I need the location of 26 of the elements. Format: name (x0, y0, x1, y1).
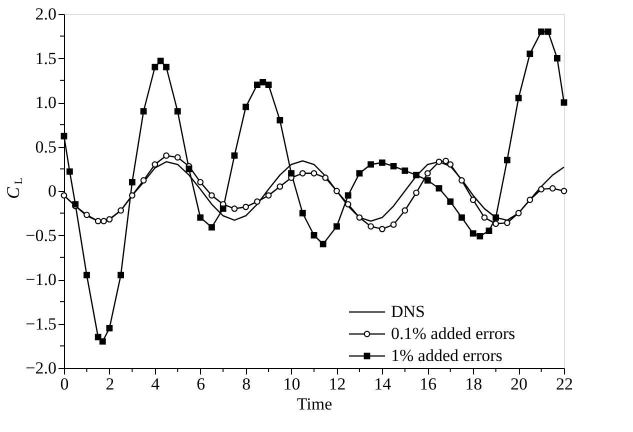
y-tick-label: −0.5 (26, 226, 56, 245)
x-tick-label: 10 (283, 374, 300, 394)
x-axis-title: Time (296, 394, 332, 414)
y-tick-label: −1.5 (26, 314, 56, 334)
y-tick-label: 0 (48, 182, 56, 200)
x-tick-label: 4 (151, 374, 160, 394)
x-tick-label: 14 (374, 374, 392, 394)
y-tick-label: 1.5 (35, 48, 56, 68)
x-tick-label: 6 (196, 374, 206, 394)
x-tick-label: 18 (465, 374, 482, 394)
x-tick-label: 2 (106, 374, 114, 394)
y-tick-label: −1.0 (26, 270, 56, 289)
legend-label: 1% added errors (391, 346, 502, 365)
x-tick-label: 0 (60, 374, 69, 394)
x-tick-label: 8 (242, 374, 251, 394)
x-tick-label: 20 (510, 374, 528, 394)
y-tick-label: 1.0 (35, 93, 56, 112)
y-tick-label: 2.0 (35, 4, 56, 24)
legend-label: DNS (391, 302, 426, 321)
y-axis-title: CL (3, 177, 25, 200)
legend-label: 0.1% added errors (391, 324, 516, 343)
x-tick-label: 16 (420, 374, 437, 394)
y-tick-label: 0.5 (35, 137, 56, 156)
x-tick-label: 12 (328, 374, 346, 394)
x-tick-label: 22 (556, 374, 573, 394)
y-tick-label: −2.0 (26, 358, 56, 378)
